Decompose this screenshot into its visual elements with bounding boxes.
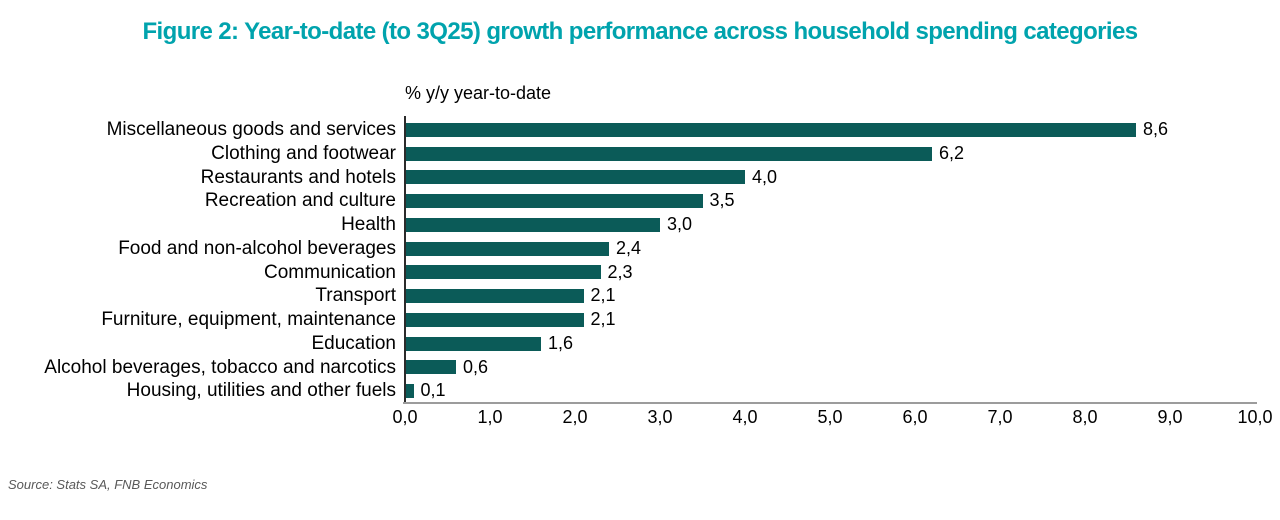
- value-label: 3,5: [709, 190, 735, 211]
- axis-unit-label: % y/y year-to-date: [405, 83, 552, 103]
- source-note: Source: Stats SA, FNB Economics: [8, 477, 208, 492]
- value-label: 4,0: [752, 166, 778, 187]
- chart-row: Communication 2,3: [0, 261, 1280, 285]
- bar: [405, 146, 932, 161]
- bar: [405, 122, 1136, 137]
- category-label: Transport: [315, 285, 396, 307]
- bar: [405, 312, 584, 327]
- category-label: Food and non-alcohol beverages: [118, 237, 396, 259]
- category-label: Communication: [264, 261, 396, 283]
- value-label: 0,1: [420, 380, 446, 401]
- bar: [405, 241, 609, 256]
- category-label: Furniture, equipment, maintenance: [101, 309, 396, 330]
- value-label: 3,0: [667, 214, 693, 234]
- x-tick-label: 10,0: [1237, 407, 1273, 427]
- value-label: 2,1: [590, 309, 616, 329]
- category-label: Health: [341, 214, 396, 235]
- category-label: Housing, utilities and other fuels: [126, 380, 396, 402]
- chart-row: Restaurants and hotels 4,0: [0, 166, 1280, 190]
- bar: [405, 265, 601, 280]
- chart-row: Education 1,6: [0, 332, 1280, 356]
- chart-row: Health 3,0: [0, 213, 1280, 237]
- chart-row: Miscellaneous goods and services 8,6: [0, 118, 1280, 142]
- bar: [405, 217, 660, 232]
- value-label: 0,6: [463, 356, 489, 377]
- chart-row: Housing, utilities and other fuels 0,1: [0, 379, 1280, 403]
- x-tick-label: 3,0: [647, 407, 673, 427]
- bar: [405, 194, 703, 209]
- category-label: Miscellaneous goods and services: [106, 119, 396, 140]
- x-tick-label: 0,0: [392, 407, 418, 427]
- chart-row: Clothing and footwear 6,2: [0, 142, 1280, 166]
- value-label: 2,1: [590, 285, 616, 306]
- y-axis-line: [404, 116, 406, 404]
- chart-row: Food and non-alcohol beverages 2,4: [0, 237, 1280, 261]
- chart-row: Transport 2,1: [0, 284, 1280, 308]
- x-tick-label: 4,0: [732, 407, 758, 427]
- category-label: Clothing and footwear: [211, 142, 396, 164]
- bar: [405, 336, 541, 351]
- chart-row: Recreation and culture 3,5: [0, 189, 1280, 213]
- value-label: 2,3: [607, 261, 633, 282]
- bar-rows-container: Miscellaneous goods and services 8,6 Cloth…: [0, 118, 1280, 403]
- value-label: 8,6: [1143, 119, 1169, 139]
- x-tick-label: 8,0: [1072, 407, 1098, 427]
- x-tick-label: 6,0: [902, 407, 928, 427]
- x-tick-label: 7,0: [987, 407, 1013, 427]
- x-tick-label: 5,0: [817, 407, 843, 427]
- value-label: 6,2: [939, 142, 965, 163]
- x-tick-label: 1,0: [477, 407, 503, 427]
- bar: [405, 289, 584, 304]
- x-tick-label: 2,0: [562, 407, 588, 427]
- chart-row: Furniture, equipment, maintenance 2,1: [0, 308, 1280, 332]
- bar: [405, 170, 745, 185]
- category-label: Education: [311, 332, 396, 354]
- category-label: Alcohol beverages, tobacco and narcotics: [44, 356, 396, 378]
- value-label: 2,4: [616, 237, 642, 258]
- bar: [405, 384, 414, 399]
- figure-title: Figure 2: Year-to-date (to 3Q25) growth …: [142, 18, 1139, 45]
- category-label: Restaurants and hotels: [200, 166, 396, 188]
- x-tick-label: 9,0: [1157, 407, 1183, 427]
- category-label: Recreation and culture: [204, 190, 396, 212]
- value-label: 1,6: [548, 332, 574, 353]
- chart-row: Alcohol beverages, tobacco and narcotics…: [0, 356, 1280, 380]
- bar: [405, 360, 456, 375]
- x-axis-line: [403, 402, 1257, 404]
